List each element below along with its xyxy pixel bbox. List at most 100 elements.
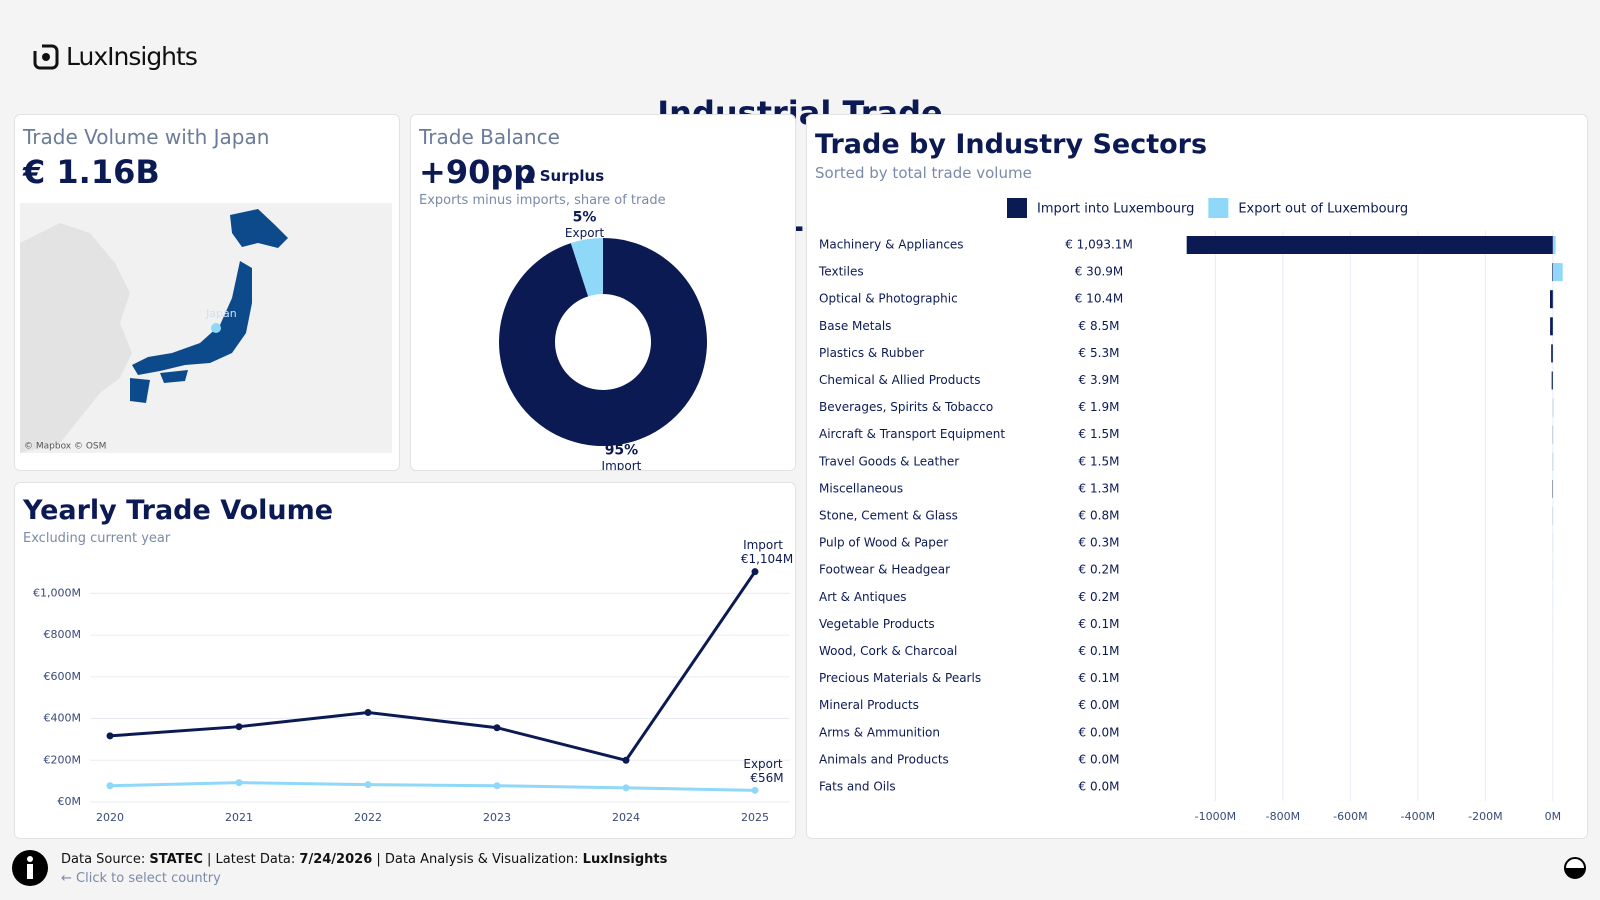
series-line	[109, 781, 756, 792]
series-end-name: Export	[743, 757, 783, 771]
category-label: Mineral Products	[819, 698, 919, 712]
bar	[1552, 236, 1556, 254]
category-label: Vegetable Products	[819, 617, 935, 631]
category-label: Textiles	[818, 265, 864, 279]
category-label: Precious Materials & Pearls	[819, 671, 981, 685]
data-point	[493, 724, 501, 732]
map-credit: © Mapbox © OSM	[24, 442, 106, 452]
category-label: Pulp of Wood & Paper	[819, 536, 948, 550]
category-label: Beverages, Spirits & Tobacco	[819, 400, 993, 414]
total-label: € 0.0M	[1079, 698, 1120, 712]
total-label: € 30.9M	[1075, 265, 1124, 279]
slice-value-label: 5%	[573, 209, 597, 225]
y-tick-label: €1,000M	[33, 586, 81, 599]
data-point	[751, 786, 759, 794]
data-point	[235, 723, 243, 731]
category-label: Chemical & Allied Products	[819, 373, 981, 387]
footer-text: LuxInsights	[582, 852, 668, 867]
total-label: € 0.0M	[1079, 752, 1120, 766]
y-tick-label: €200M	[44, 753, 82, 766]
x-tick-label: -600M	[1333, 810, 1367, 823]
category-label: Optical & Photographic	[819, 292, 958, 306]
slice-category-label: Export	[565, 226, 605, 240]
x-tick-label: 2022	[354, 811, 382, 824]
x-tick-label: -800M	[1266, 810, 1300, 823]
map-marker[interactable]	[211, 323, 221, 333]
map[interactable]: Japan © Mapbox © OSM	[20, 203, 392, 453]
category-label: Miscellaneous	[819, 481, 903, 495]
data-point	[493, 782, 501, 790]
logo-icon	[32, 42, 59, 70]
slice-value-label: 95%	[605, 443, 639, 459]
data-point	[235, 779, 243, 787]
card-title: Trade by Industry Sectors	[815, 129, 1208, 160]
slice-category-label: Import	[602, 459, 642, 470]
total-label: € 0.1M	[1079, 617, 1120, 631]
map-japan	[230, 209, 288, 248]
bar	[1552, 290, 1554, 309]
footer-hint[interactable]: ← Click to select country	[61, 871, 221, 886]
category-label: Fats and Oils	[819, 780, 896, 794]
total-label: € 1.5M	[1079, 454, 1120, 468]
kpi-value: € 1.16B	[23, 153, 160, 191]
logo-notch	[32, 42, 42, 51]
card-subtitle: Excluding current year	[23, 531, 171, 546]
legend-swatch	[1208, 198, 1229, 218]
map-japan	[130, 378, 150, 403]
data-point	[622, 756, 630, 764]
data-point	[364, 709, 372, 717]
kpi-note: Exports minus imports, share of trade	[419, 193, 666, 208]
category-label: Stone, Cement & Glass	[819, 509, 958, 523]
x-tick-label: -1000M	[1195, 810, 1236, 823]
legend-label: Export out of Luxembourg	[1238, 202, 1408, 217]
line-card: Yearly Trade Volume Excluding current ye…	[14, 482, 796, 839]
card-title: Yearly Trade Volume	[23, 495, 334, 526]
bar	[1550, 317, 1553, 336]
data-point	[622, 784, 630, 792]
total-label: € 0.0M	[1079, 725, 1120, 739]
category-label: Machinery & Appliances	[819, 238, 964, 252]
total-label: € 3.9M	[1079, 373, 1120, 387]
data-point	[106, 732, 114, 740]
bar	[1552, 263, 1553, 282]
total-label: € 0.8M	[1079, 509, 1120, 523]
card-title: Trade Balance	[419, 125, 560, 149]
donut-slice	[570, 238, 603, 297]
footer-source: Data Source: STATEC | Latest Data: 7/24/…	[61, 852, 667, 867]
footer-text: 7/24/2026	[299, 852, 373, 867]
theme-toggle[interactable]	[1563, 856, 1587, 880]
category-label: Base Metals	[819, 319, 891, 333]
total-label: € 0.1M	[1079, 671, 1120, 685]
y-tick-label: €0M	[58, 795, 82, 808]
map-land	[20, 223, 132, 453]
x-tick-label: 2020	[96, 811, 124, 824]
bar	[1550, 290, 1553, 309]
donut-chart: 95%Import 5%Export	[498, 209, 707, 470]
y-tick-label: €400M	[44, 712, 82, 725]
donut-slice	[498, 238, 707, 446]
total-label: € 1.3M	[1079, 481, 1120, 495]
total-label: € 0.0M	[1079, 780, 1120, 794]
info-icon[interactable]	[12, 850, 48, 886]
x-tick-label: 0M	[1545, 810, 1562, 823]
bar	[1552, 398, 1554, 417]
footer-text: Data Source:	[61, 852, 150, 867]
series-line	[109, 570, 757, 762]
total-label: € 0.1M	[1079, 644, 1120, 658]
footer-text: STATEC	[149, 852, 203, 867]
data-point	[751, 568, 759, 576]
x-tick-label: 2024	[612, 811, 640, 824]
footer-text: | Data Analysis & Visualization:	[372, 852, 583, 867]
total-label: € 8.5M	[1079, 319, 1120, 333]
total-label: € 0.2M	[1079, 563, 1120, 577]
line-chart: €0M €200M €400M €600M €800M €1,000M 2020 2021 20…	[33, 538, 793, 824]
category-label: Aircraft & Transport Equipment	[819, 427, 1005, 441]
kpi-badge: ▲ Surplus	[523, 167, 605, 185]
info-stem	[27, 864, 33, 879]
series-end-name: Import	[743, 538, 783, 552]
total-label: € 1.5M	[1079, 427, 1120, 441]
total-label: € 0.2M	[1079, 590, 1120, 604]
x-tick-label: 2021	[225, 811, 253, 824]
x-tick-label: -200M	[1468, 810, 1502, 823]
